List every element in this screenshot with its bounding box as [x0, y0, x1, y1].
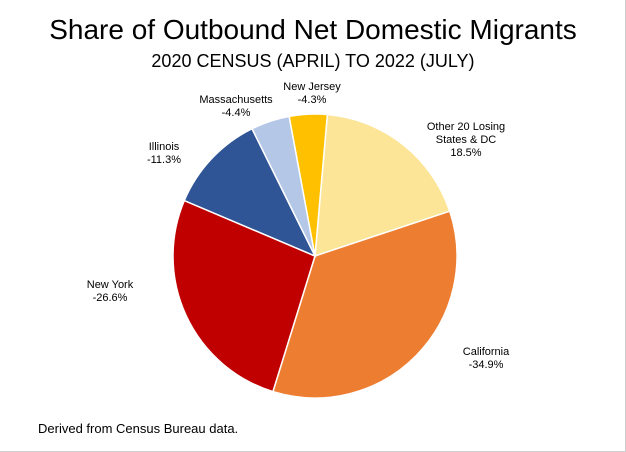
- slice-label: New York -26.6%: [87, 279, 134, 304]
- slice-label: New Jersey -4.3%: [283, 81, 341, 106]
- pie-slice-california: [271, 210, 458, 399]
- source-note: Derived from Census Bureau data.: [38, 421, 239, 436]
- slice-label: Massachusetts -4.4%: [199, 94, 273, 119]
- slice-label: Illinois -11.3%: [147, 141, 181, 166]
- slice-label: Other 20 Losing States & DC 18.5%: [427, 121, 505, 159]
- pie-slice-illinois: [183, 127, 317, 258]
- chart-subtitle: 2020 CENSUS (APRIL) TO 2022 (JULY): [151, 51, 475, 71]
- pie-slice-new-jersey: [288, 113, 329, 257]
- pie-slice-new-york: [172, 199, 316, 393]
- slice-label: California -34.9%: [463, 346, 510, 371]
- pie-slice-other-20-losing-states-dc: [314, 113, 451, 258]
- chart-title: Share of Outbound Net Domestic Migrants: [49, 14, 577, 45]
